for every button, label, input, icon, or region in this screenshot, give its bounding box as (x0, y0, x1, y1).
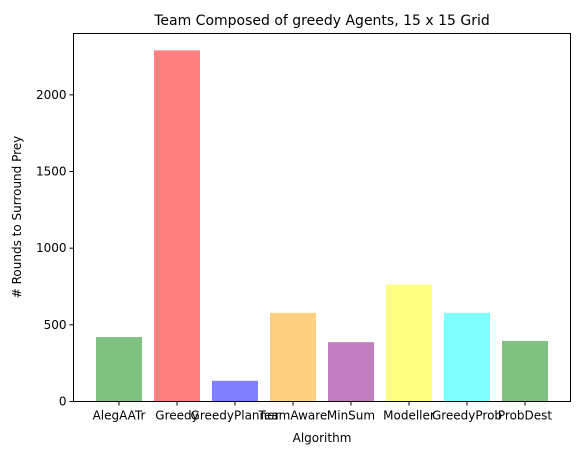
y-axis-label: # Rounds to Surround Prey (10, 136, 24, 299)
y-axis: 0 500 1000 1500 2000 (36, 88, 74, 409)
y-tick-label: 500 (44, 318, 67, 332)
bar-greedy (154, 50, 200, 402)
x-tick-label: GreedyProb (432, 409, 502, 423)
y-tick-label: 1000 (36, 241, 67, 255)
bar-modeller (386, 284, 432, 402)
x-tick-label: Modeller (383, 409, 435, 423)
bars (96, 50, 548, 402)
x-tick-label: TeamAware (258, 409, 328, 423)
chart-title: Team Composed of greedy Agents, 15 x 15 … (153, 13, 490, 29)
y-tick-label: 0 (59, 395, 67, 409)
bar-greedyplanner (212, 380, 258, 402)
bar-alegaatr (96, 337, 142, 402)
x-axis-label: Algorithm (293, 431, 352, 445)
y-tick-label: 1500 (36, 165, 67, 179)
bar-probdest (502, 340, 548, 402)
plot-frame (73, 33, 571, 402)
x-tick-label: GreedyPlanner (191, 409, 280, 423)
x-tick-label: AlegAATr (93, 409, 146, 423)
x-tick-label: MinSum (327, 409, 375, 423)
y-tick-label: 2000 (36, 88, 67, 102)
bar-minsum (328, 342, 374, 402)
x-tick-label: ProbDest (498, 409, 553, 423)
x-tick-label: Greedy (155, 409, 198, 423)
bar-greedyprob (444, 312, 490, 402)
bar-teamaware (270, 312, 316, 402)
